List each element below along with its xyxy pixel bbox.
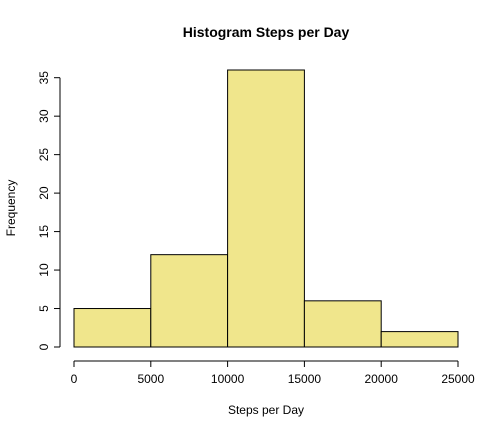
x-tick-label-0: 0 [71,372,78,386]
y-tick-label-0: 0 [37,343,51,350]
y-tick-label-15: 15 [37,225,51,239]
y-tick-label-5: 5 [37,305,51,312]
y-tick-label-30: 30 [37,109,51,123]
x-tick-label-25000: 25000 [441,372,475,386]
histogram-bar-4 [303,300,382,348]
histogram-bar-5 [380,331,459,348]
x-tick-label-10000: 10000 [211,372,245,386]
x-tick-label-20000: 20000 [365,372,399,386]
x-axis: 0 5000 10000 15000 20000 25000 [71,360,475,386]
histogram-bar-2 [150,254,229,348]
x-tick-label-5000: 5000 [137,372,164,386]
bars-group [73,69,459,348]
x-axis-label: Steps per Day [228,403,304,417]
y-axis-label: Frequency [4,180,18,237]
chart-title: Histogram Steps per Day [183,24,350,40]
y-tick-label-20: 20 [37,186,51,200]
y-tick-label-35: 35 [37,71,51,85]
y-axis: 0 5 10 15 20 25 30 35 [37,71,61,350]
y-tick-label-10: 10 [37,263,51,277]
x-tick-label-15000: 15000 [288,372,322,386]
histogram-bar-1 [73,308,152,348]
y-tick-label-25: 25 [37,148,51,162]
histogram-bar-3 [227,69,305,348]
